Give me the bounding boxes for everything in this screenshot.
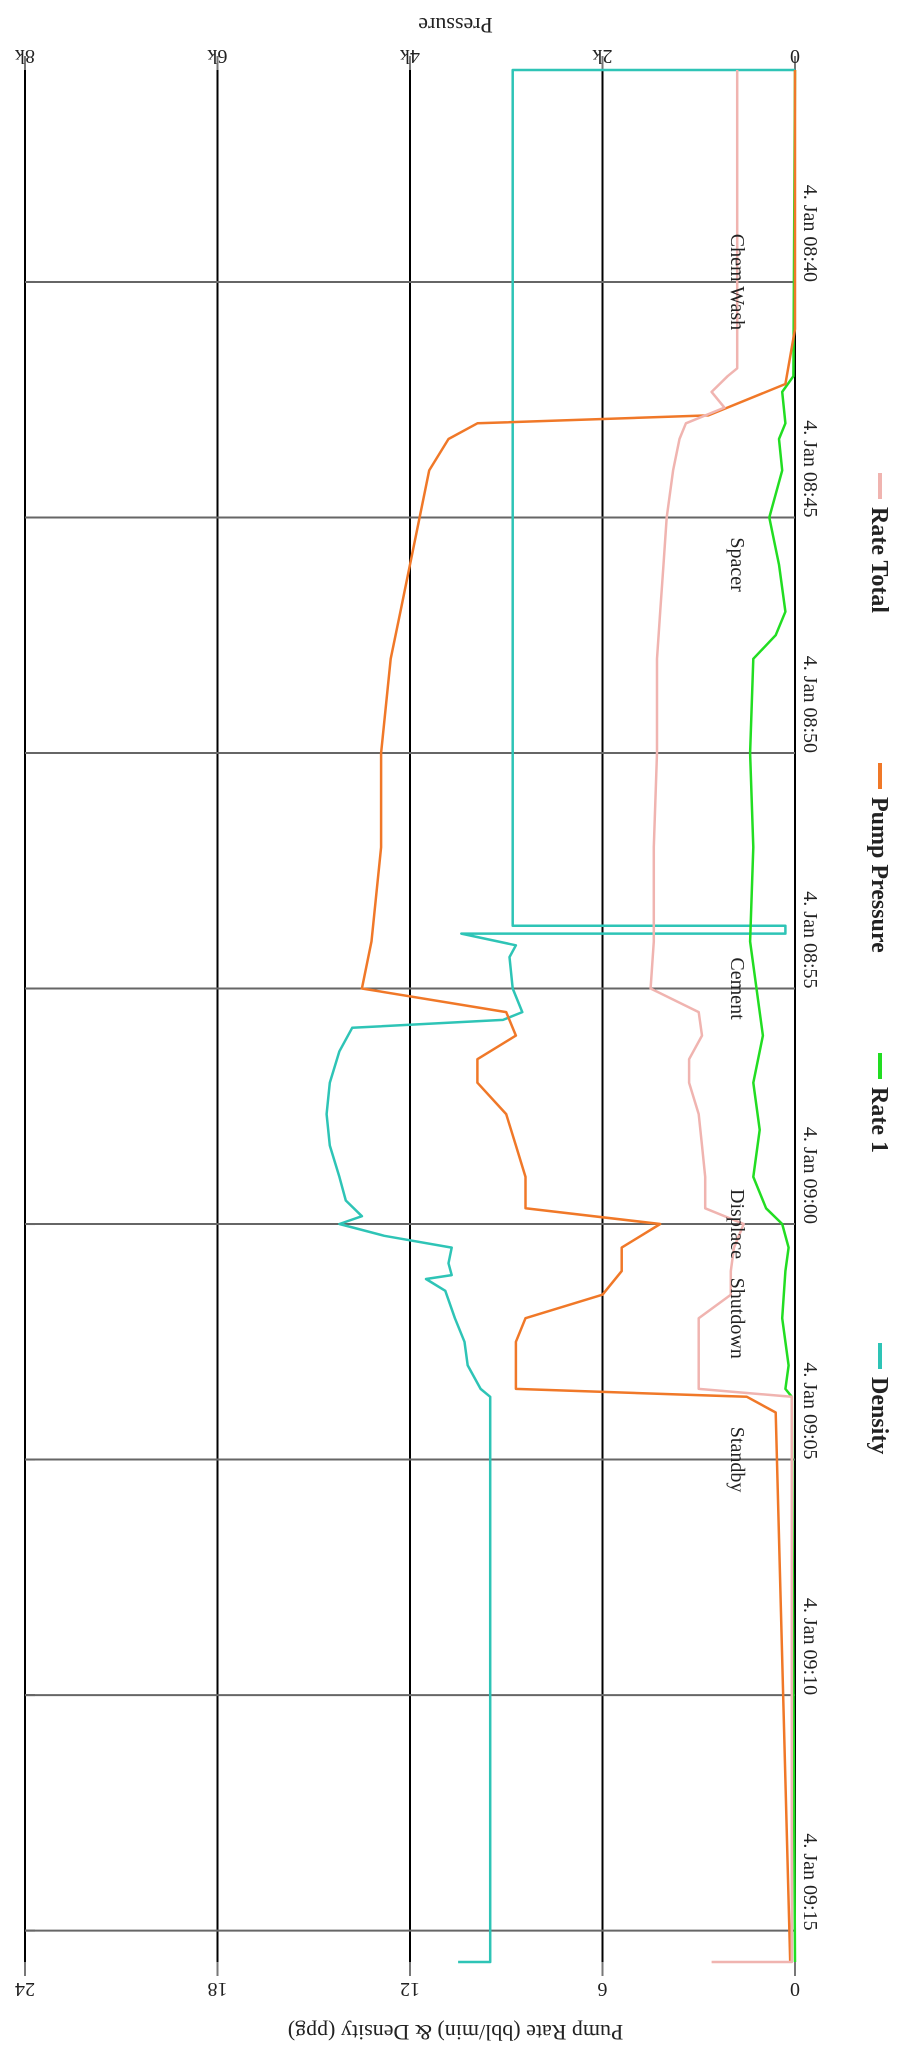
rate-density-tick-label: 18 [208, 1978, 228, 2000]
grid-lines [24, 56, 796, 1976]
tick-labels: 0 6 12 18 24 0 2k 4k 6k 8k 4. Jan 08:40 4. Jan 08:4… [15, 45, 821, 2000]
stage-annotations: Chem Wash Spacer Cement Displace Shutdown Sta… [726, 234, 748, 1493]
time-tick-label: 4. Jan 08:55 [799, 891, 821, 988]
rate-density-axis-title: Pump Rate (bbl/min) & Density (ppg) [288, 2020, 623, 2045]
series-line-rate-total [649, 70, 794, 1964]
legend: Density Rate 1 Pump Pressure Rate Total [866, 473, 892, 1454]
pressure-tick-label: 2k [593, 45, 613, 67]
pressure-tick-label: 0 [790, 45, 800, 67]
legend-label: Pump Pressure [866, 797, 892, 953]
stage-annotation: Displace [726, 1189, 748, 1259]
stage-annotation: Chem Wash [726, 234, 748, 330]
time-tick-label: 4. Jan 08:45 [799, 420, 821, 517]
pressure-tick-label: 4k [400, 45, 420, 67]
legend-label: Density [866, 1377, 892, 1454]
legend-item: Rate 1 [866, 1053, 892, 1153]
pressure-axis-title: Pressure [418, 13, 493, 38]
legend-item: Pump Pressure [866, 763, 892, 953]
rate-density-tick-label: 6 [598, 1978, 608, 2000]
time-tick-label: 4. Jan 09:10 [799, 1598, 821, 1695]
series-line-rate-1 [748, 69, 797, 1963]
series-group [325, 68, 797, 1964]
time-tick-label: 4. Jan 09:15 [799, 1833, 821, 1930]
time-tick-label: 4. Jan 08:50 [799, 656, 821, 753]
stage-annotation: Spacer [726, 537, 748, 592]
pressure-tick-label: 8k [15, 45, 35, 67]
rate-density-tick-label: 12 [400, 1978, 420, 2000]
legend-label: Rate 1 [866, 1087, 892, 1153]
legend-item: Rate Total [866, 473, 892, 613]
time-tick-label: 4. Jan 09:05 [799, 1362, 821, 1459]
stage-annotation: Standby [726, 1427, 748, 1493]
series-line-density [325, 68, 795, 1964]
series-line-pump-pressure [360, 70, 797, 1963]
rate-density-tick-label: 0 [790, 1978, 800, 2000]
stage-annotation: Cement [726, 957, 748, 1020]
time-tick-label: 4. Jan 09:00 [799, 1127, 821, 1224]
time-tick-label: 4. Jan 08:40 [799, 185, 821, 282]
rate-density-tick-label: 24 [15, 1978, 35, 2000]
legend-label: Rate Total [866, 507, 892, 613]
stage-annotation: Shutdown [726, 1278, 748, 1359]
legend-item: Density [866, 1343, 892, 1454]
pressure-tick-label: 6k [208, 45, 228, 67]
